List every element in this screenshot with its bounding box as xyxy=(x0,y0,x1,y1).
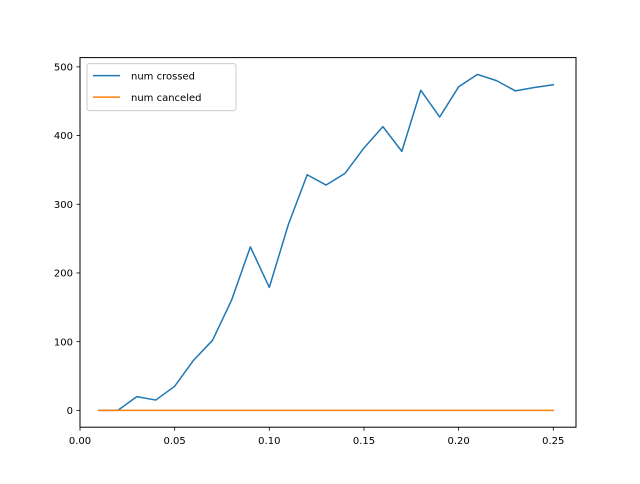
legend-label-0: num crossed xyxy=(131,72,195,83)
y-tick-label: 0 xyxy=(67,406,73,417)
legend: num crossed num canceled xyxy=(86,63,237,112)
y-tick-label: 200 xyxy=(54,269,73,280)
x-tick-label: 0.25 xyxy=(542,436,564,447)
x-tick-label: 0.10 xyxy=(258,436,280,447)
y-tick-label: 100 xyxy=(54,337,73,348)
y-tick-label: 500 xyxy=(54,62,73,73)
y-tick-label: 400 xyxy=(54,131,73,142)
legend-box xyxy=(86,63,237,112)
y-tick-label: 300 xyxy=(54,200,73,211)
x-tick-label: 0.05 xyxy=(164,436,186,447)
series-line-0 xyxy=(98,73,555,412)
y-axis: 0 100 200 300 400 500 xyxy=(54,62,80,417)
series-layer xyxy=(98,73,555,412)
plot-area-frame xyxy=(79,57,577,428)
x-tick-label: 0.15 xyxy=(353,436,375,447)
x-tick-label: 0.20 xyxy=(447,436,469,447)
x-axis: 0.00 0.05 0.10 0.15 0.20 0.25 xyxy=(69,427,564,447)
legend-label-1: num canceled xyxy=(131,93,202,104)
x-tick-label: 0.00 xyxy=(69,436,91,447)
